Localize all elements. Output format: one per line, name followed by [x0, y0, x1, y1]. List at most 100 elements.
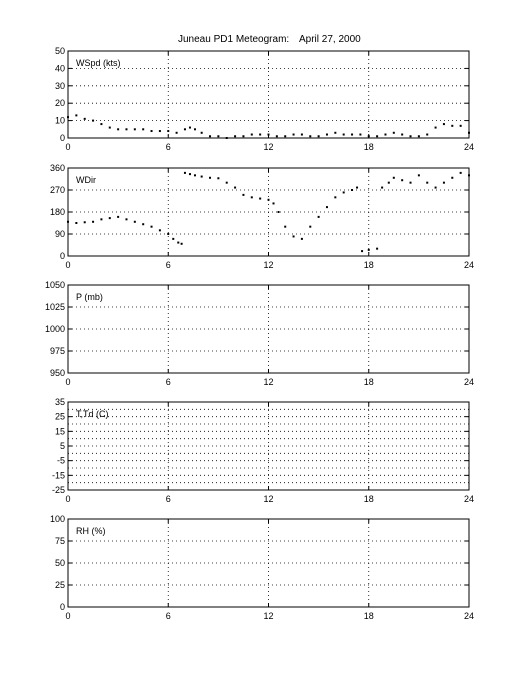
data-point — [292, 133, 295, 136]
data-point — [92, 220, 95, 223]
data-point — [175, 131, 178, 134]
data-point — [342, 133, 345, 136]
y-tick-label: 1050 — [45, 280, 65, 290]
data-point — [384, 133, 387, 136]
y-tick-label: 35 — [55, 397, 65, 407]
data-point — [468, 174, 470, 177]
x-tick-label: 0 — [65, 377, 70, 387]
data-point — [417, 174, 420, 177]
data-point — [459, 124, 462, 127]
data-point — [142, 223, 145, 226]
data-point — [225, 137, 228, 139]
data-point — [100, 123, 103, 126]
data-point — [417, 135, 420, 138]
x-tick-label: 6 — [166, 611, 171, 621]
data-point — [183, 128, 186, 131]
data-point — [359, 133, 362, 136]
y-tick-label: 20 — [55, 98, 65, 108]
y-tick-label: 270 — [50, 185, 65, 195]
panel-label: RH (%) — [76, 526, 106, 536]
panel-label: T,Td (C) — [76, 409, 109, 419]
data-point — [67, 220, 69, 223]
data-point — [83, 221, 86, 224]
x-tick-label: 0 — [65, 494, 70, 504]
data-point — [188, 126, 191, 129]
data-point — [125, 218, 128, 221]
data-point — [434, 126, 437, 129]
x-tick-label: 12 — [263, 494, 273, 504]
data-point — [292, 235, 295, 238]
data-point — [451, 124, 454, 127]
y-tick-label: 0 — [60, 251, 65, 261]
x-tick-label: 24 — [464, 260, 474, 270]
data-point — [250, 133, 253, 136]
data-point — [158, 130, 161, 133]
panel-5: 0 6 12 18 24 0 25 50 75 100 RH (%) — [50, 514, 474, 621]
y-tick-label: -15 — [52, 470, 65, 480]
data-point — [334, 131, 337, 134]
y-tick-label: 100 — [50, 514, 65, 524]
data-point — [351, 133, 354, 136]
data-point — [361, 250, 364, 253]
y-tick-label: 25 — [55, 580, 65, 590]
data-point — [468, 131, 470, 134]
data-point — [401, 133, 404, 136]
data-point — [284, 225, 287, 228]
y-tick-label: -25 — [52, 485, 65, 495]
data-point — [209, 176, 212, 179]
data-point — [300, 237, 303, 240]
data-point — [193, 128, 196, 131]
data-point — [409, 135, 412, 138]
x-tick-label: 12 — [263, 377, 273, 387]
data-point — [426, 133, 429, 136]
data-point — [342, 191, 345, 194]
y-tick-label: 25 — [55, 412, 65, 422]
data-point — [242, 135, 245, 138]
data-point — [167, 130, 170, 133]
data-point — [150, 130, 153, 133]
panel-1: 0 6 12 18 24 0 10 20 30 40 50 WSpd (kts) — [55, 46, 474, 152]
data-point — [133, 128, 136, 131]
data-point — [277, 211, 280, 213]
panel-2: 0 6 12 18 24 0 90 180 270 360 WDir — [50, 163, 474, 270]
plot-frame — [67, 50, 470, 139]
x-tick-label: 12 — [263, 611, 273, 621]
x-tick-label: 18 — [364, 377, 374, 387]
data-point — [117, 215, 120, 218]
data-point — [180, 242, 183, 245]
y-tick-label: 975 — [50, 346, 65, 356]
y-tick-label: 50 — [55, 558, 65, 568]
data-point — [387, 181, 390, 184]
data-point — [309, 225, 312, 228]
data-point — [284, 135, 287, 138]
x-tick-label: 12 — [263, 142, 273, 152]
data-point — [225, 181, 228, 184]
x-tick-label: 18 — [364, 494, 374, 504]
figure-title: Juneau PD1 Meteogram: — [178, 34, 289, 45]
data-point — [234, 186, 237, 189]
data-point — [376, 247, 379, 250]
data-point — [150, 225, 153, 228]
data-point — [117, 128, 120, 131]
data-point — [434, 186, 437, 189]
x-tick-label: 0 — [65, 611, 70, 621]
y-tick-label: 5 — [60, 441, 65, 451]
data-point — [234, 135, 237, 138]
data-point — [442, 181, 445, 184]
data-point — [401, 179, 404, 182]
data-point — [217, 177, 220, 180]
panel-3: 0 6 12 18 24 950 975 1000 1025 1050 P (mb) — [45, 280, 474, 387]
data-point — [459, 171, 462, 174]
data-point — [200, 131, 203, 134]
data-point — [356, 186, 359, 189]
y-tick-label: 90 — [55, 229, 65, 239]
data-point — [309, 135, 312, 138]
y-tick-label: 1000 — [45, 324, 65, 334]
data-point — [267, 133, 270, 136]
y-tick-label: 950 — [50, 368, 65, 378]
data-point — [381, 186, 384, 189]
data-point — [172, 237, 175, 240]
data-point — [442, 123, 445, 126]
data-point — [167, 233, 170, 235]
data-point — [75, 222, 78, 224]
